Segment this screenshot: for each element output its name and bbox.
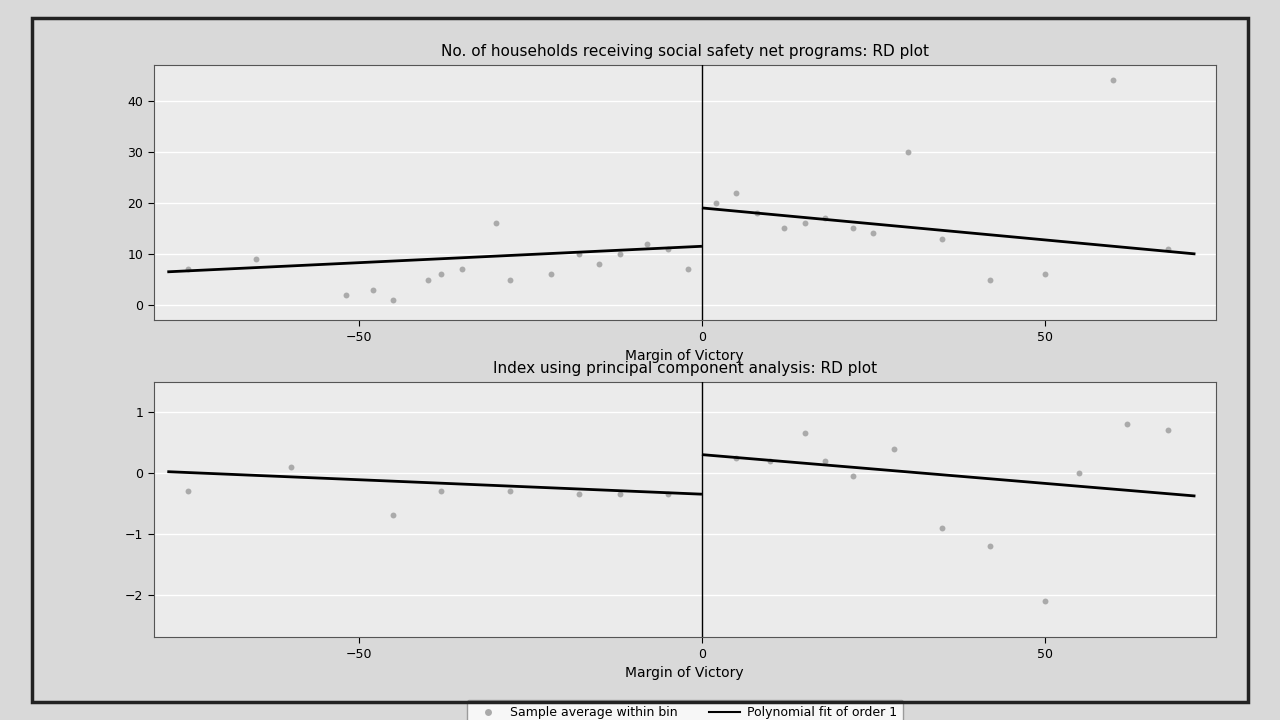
- Point: [863, 228, 883, 239]
- Point: [1069, 467, 1089, 479]
- Point: [178, 264, 198, 275]
- Point: [842, 470, 863, 482]
- Point: [658, 243, 678, 255]
- Point: [726, 186, 746, 198]
- Point: [815, 455, 836, 467]
- Legend: Sample average within bin, Polynomial fit of order 1: Sample average within bin, Polynomial fi…: [466, 700, 904, 720]
- Point: [979, 540, 1000, 552]
- Title: No. of households receiving social safety net programs: RD plot: No. of households receiving social safet…: [440, 45, 929, 60]
- Point: [335, 289, 356, 301]
- Point: [178, 485, 198, 497]
- Point: [362, 284, 383, 295]
- Point: [609, 248, 630, 260]
- Point: [383, 294, 403, 306]
- Point: [417, 274, 438, 285]
- Point: [842, 222, 863, 234]
- Point: [658, 488, 678, 500]
- Point: [541, 269, 562, 280]
- X-axis label: Margin of Victory: Margin of Victory: [626, 349, 744, 364]
- Point: [589, 258, 609, 270]
- Point: [795, 428, 815, 439]
- Point: [1158, 425, 1179, 436]
- Point: [678, 264, 699, 275]
- Point: [979, 274, 1000, 285]
- Point: [431, 485, 452, 497]
- Legend: Sample average within bin, Polynomial fit of order 1: Sample average within bin, Polynomial fi…: [466, 383, 904, 408]
- Point: [1158, 243, 1179, 255]
- Point: [705, 197, 726, 209]
- Point: [383, 510, 403, 521]
- Point: [499, 274, 520, 285]
- Point: [726, 452, 746, 464]
- Point: [815, 212, 836, 224]
- Point: [932, 233, 952, 244]
- Point: [774, 222, 795, 234]
- Point: [486, 217, 507, 229]
- Point: [568, 488, 589, 500]
- Point: [1116, 418, 1137, 430]
- Title: Index using principal component analysis: RD plot: Index using principal component analysis…: [493, 361, 877, 377]
- Point: [760, 455, 781, 467]
- Point: [280, 461, 301, 472]
- Point: [609, 488, 630, 500]
- Point: [1103, 74, 1124, 86]
- Point: [932, 522, 952, 534]
- Point: [897, 146, 918, 158]
- Point: [568, 248, 589, 260]
- Point: [431, 269, 452, 280]
- Point: [795, 217, 815, 229]
- Point: [637, 238, 658, 249]
- Point: [746, 207, 767, 219]
- Point: [246, 253, 266, 265]
- Point: [452, 264, 472, 275]
- Point: [499, 485, 520, 497]
- X-axis label: Margin of Victory: Margin of Victory: [626, 666, 744, 680]
- Point: [883, 443, 904, 454]
- Point: [1034, 269, 1055, 280]
- Point: [1034, 595, 1055, 606]
